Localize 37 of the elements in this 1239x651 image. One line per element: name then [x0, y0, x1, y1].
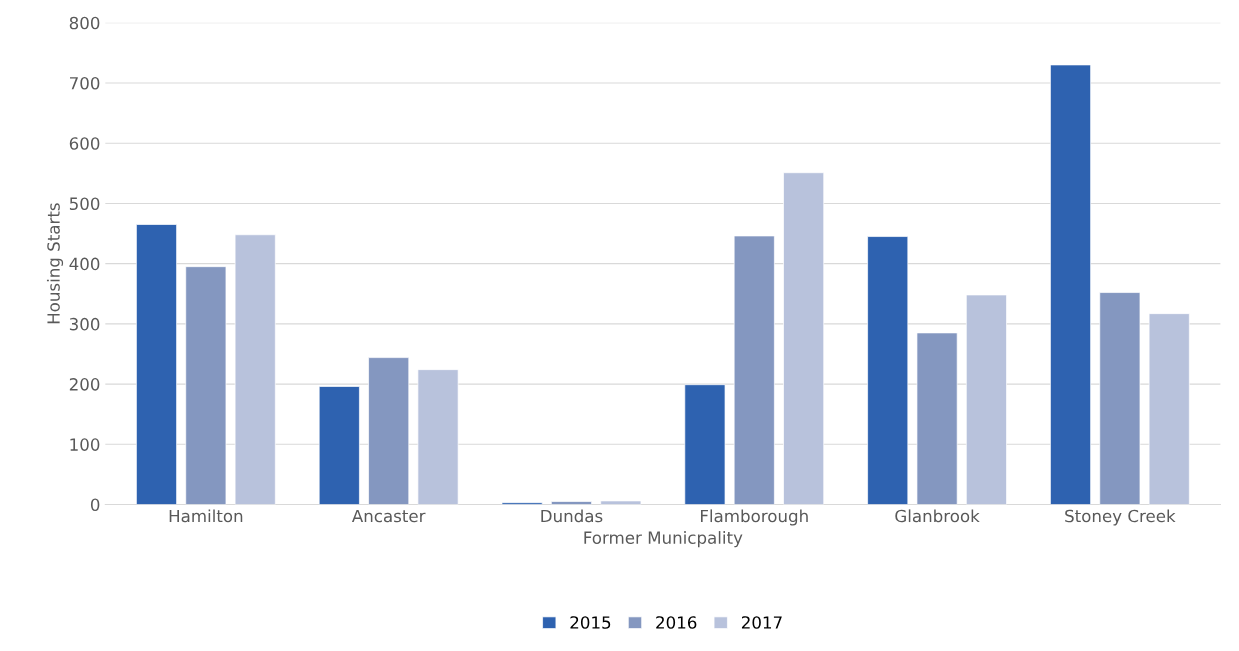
bar: [965, 294, 1007, 505]
y-tick-label: 200: [69, 378, 100, 391]
bar: [783, 172, 825, 505]
bar: [318, 386, 360, 505]
bar: [684, 384, 726, 505]
x-tick-label: Ancaster: [351, 509, 426, 523]
bar: [1050, 64, 1091, 505]
bar: [185, 266, 227, 505]
bar: [234, 234, 276, 505]
bar: [551, 501, 592, 505]
bar: [733, 235, 775, 505]
x-tick-label: Stoney Creek: [1065, 509, 1176, 526]
legend-label: 2016: [656, 616, 697, 629]
bar: [368, 357, 410, 505]
x-tick-label: Flamborough: [700, 509, 808, 526]
x-tick-label: Dundas: [541, 509, 603, 523]
bar: [417, 369, 459, 505]
bar: [916, 332, 958, 505]
y-tick-label: 0: [90, 498, 100, 512]
bar: [1099, 292, 1141, 505]
y-axis-title: Housing Starts: [46, 203, 64, 324]
bar: [136, 224, 177, 505]
y-tick-label: 800: [69, 16, 100, 30]
x-tick-label: Hamilton: [169, 509, 243, 523]
y-tick-label: 100: [70, 438, 100, 451]
legend-label: 2015: [570, 616, 611, 629]
y-tick-label: 400: [69, 257, 100, 271]
bar: [600, 500, 642, 505]
x-tick-label: Glanbrook: [895, 509, 980, 523]
y-tick-label: 300: [69, 317, 100, 331]
bar: [1148, 313, 1190, 505]
y-tick-label: 700: [70, 76, 100, 90]
y-tick-label: 500: [69, 197, 100, 211]
x-axis-title: Former Municpality: [584, 531, 743, 548]
legend-label: 2017: [741, 616, 782, 629]
y-tick-label: 600: [69, 137, 100, 150]
bar: [867, 236, 909, 505]
